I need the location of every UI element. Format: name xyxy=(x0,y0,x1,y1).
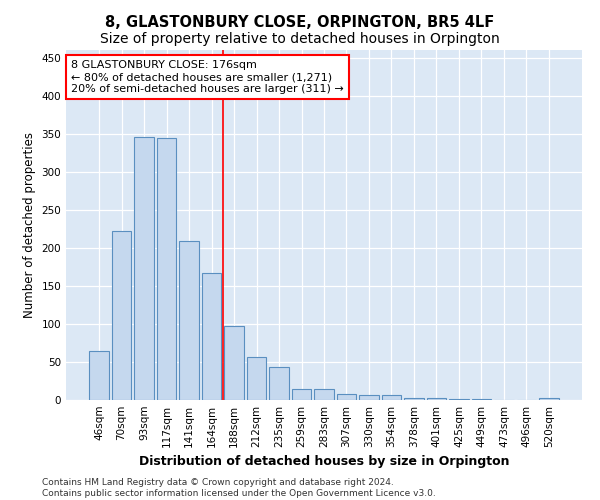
Bar xyxy=(247,356,266,400)
Text: Size of property relative to detached houses in Orpington: Size of property relative to detached ho… xyxy=(100,32,500,46)
Bar xyxy=(539,398,559,400)
Bar xyxy=(427,398,446,400)
Bar xyxy=(157,138,176,400)
Bar xyxy=(202,273,221,400)
Bar xyxy=(404,398,424,400)
Bar xyxy=(359,394,379,400)
Bar xyxy=(292,388,311,400)
Bar xyxy=(134,136,154,400)
Bar xyxy=(314,388,334,400)
Text: 8, GLASTONBURY CLOSE, ORPINGTON, BR5 4LF: 8, GLASTONBURY CLOSE, ORPINGTON, BR5 4LF xyxy=(106,15,494,30)
Text: Contains HM Land Registry data © Crown copyright and database right 2024.
Contai: Contains HM Land Registry data © Crown c… xyxy=(42,478,436,498)
Text: 8 GLASTONBURY CLOSE: 176sqm
← 80% of detached houses are smaller (1,271)
20% of : 8 GLASTONBURY CLOSE: 176sqm ← 80% of det… xyxy=(71,60,344,94)
Bar xyxy=(269,368,289,400)
Y-axis label: Number of detached properties: Number of detached properties xyxy=(23,132,36,318)
Bar xyxy=(224,326,244,400)
Bar xyxy=(472,399,491,400)
Bar xyxy=(449,399,469,400)
Bar xyxy=(179,241,199,400)
Bar xyxy=(337,394,356,400)
X-axis label: Distribution of detached houses by size in Orpington: Distribution of detached houses by size … xyxy=(139,456,509,468)
Bar xyxy=(382,396,401,400)
Bar xyxy=(112,231,131,400)
Bar xyxy=(89,350,109,400)
